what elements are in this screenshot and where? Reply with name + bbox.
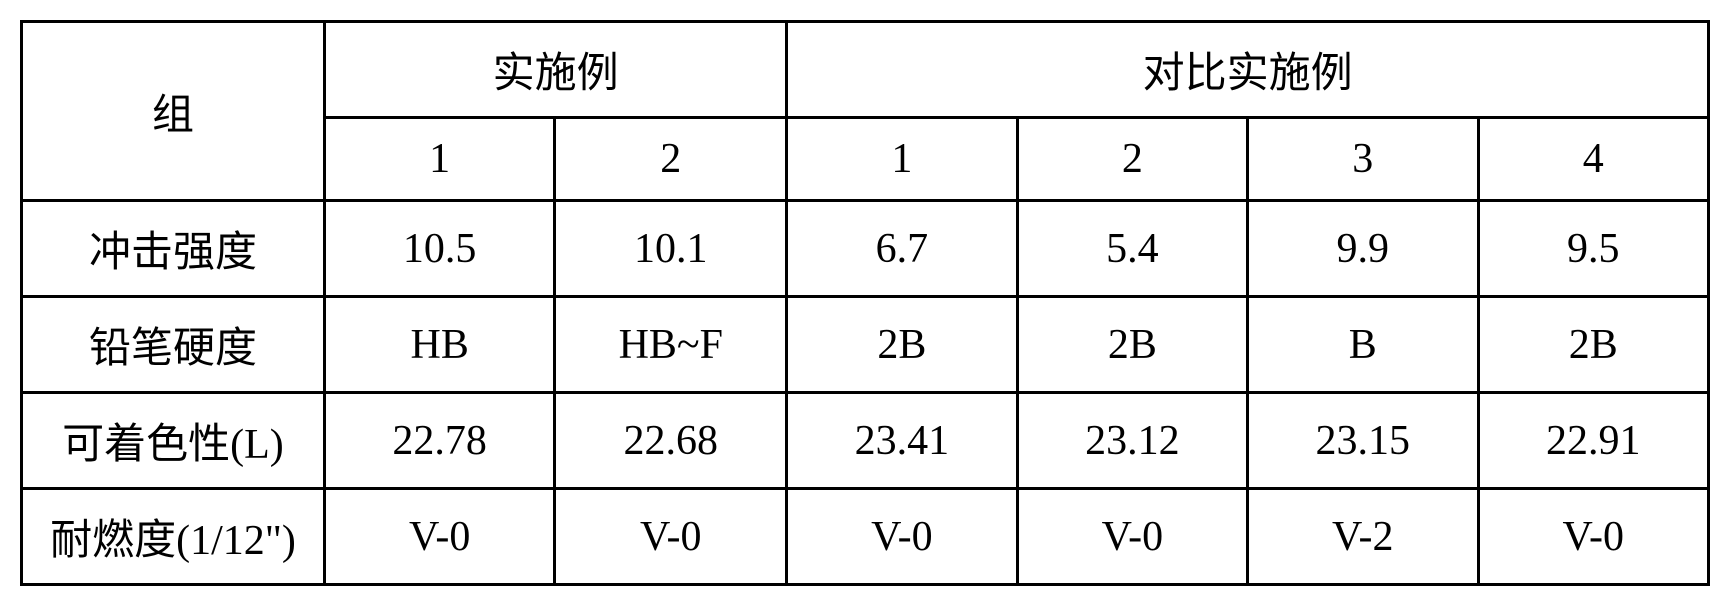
- cell: 22.91: [1478, 393, 1709, 489]
- cell: V-0: [1478, 489, 1709, 585]
- table-row: 冲击强度 10.5 10.1 6.7 5.4 9.9 9.5: [22, 201, 1709, 297]
- table-row: 耐燃度(1/12") V-0 V-0 V-0 V-0 V-2 V-0: [22, 489, 1709, 585]
- table-row: 可着色性(L) 22.78 22.68 23.41 23.12 23.15 22…: [22, 393, 1709, 489]
- group-a-header: 实施例: [324, 22, 786, 118]
- cell: 9.5: [1478, 201, 1709, 297]
- table-row: 铅笔硬度 HB HB~F 2B 2B B 2B: [22, 297, 1709, 393]
- cell: 2B: [1017, 297, 1247, 393]
- cell: V-0: [324, 489, 554, 585]
- cell: 9.9: [1248, 201, 1478, 297]
- subcol-b-4: 4: [1478, 118, 1709, 201]
- cell: B: [1248, 297, 1478, 393]
- row-label: 可着色性(L): [22, 393, 325, 489]
- cell: 10.5: [324, 201, 554, 297]
- cell: 22.78: [324, 393, 554, 489]
- group-b-header: 对比实施例: [787, 22, 1709, 118]
- row-label: 耐燃度(1/12"): [22, 489, 325, 585]
- subcol-b-2: 2: [1017, 118, 1247, 201]
- header-row-1: 组 实施例 对比实施例: [22, 22, 1709, 118]
- group-header: 组: [22, 22, 325, 201]
- cell: 2B: [787, 297, 1017, 393]
- subcol-a-1: 1: [324, 118, 554, 201]
- subcol-b-1: 1: [787, 118, 1017, 201]
- cell: V-0: [555, 489, 787, 585]
- cell: 23.12: [1017, 393, 1247, 489]
- cell: 6.7: [787, 201, 1017, 297]
- cell: HB~F: [555, 297, 787, 393]
- cell: 5.4: [1017, 201, 1247, 297]
- cell: 22.68: [555, 393, 787, 489]
- cell: V-2: [1248, 489, 1478, 585]
- subcol-a-2: 2: [555, 118, 787, 201]
- cell: V-0: [787, 489, 1017, 585]
- row-label: 铅笔硬度: [22, 297, 325, 393]
- cell: 23.41: [787, 393, 1017, 489]
- cell: 23.15: [1248, 393, 1478, 489]
- data-table: 组 实施例 对比实施例 1 2 1 2 3 4 冲击强度 10.5 10.1 6…: [20, 20, 1710, 586]
- row-label: 冲击强度: [22, 201, 325, 297]
- cell: 10.1: [555, 201, 787, 297]
- subcol-b-3: 3: [1248, 118, 1478, 201]
- cell: HB: [324, 297, 554, 393]
- cell: V-0: [1017, 489, 1247, 585]
- cell: 2B: [1478, 297, 1709, 393]
